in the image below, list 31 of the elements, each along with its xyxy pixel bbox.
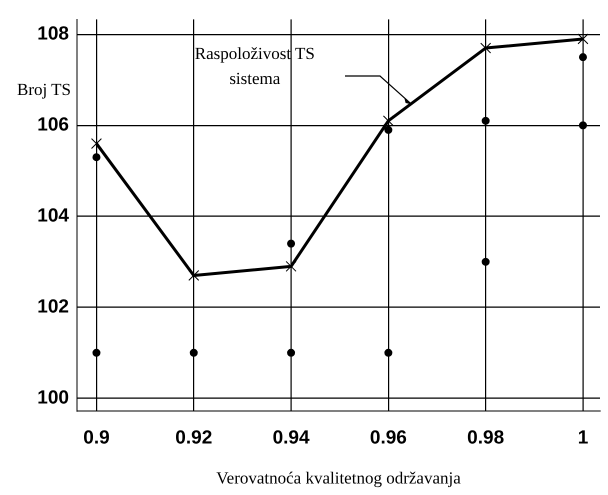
point: [92, 348, 100, 357]
x-tick-label: 0.94: [272, 428, 310, 449]
point: [578, 53, 587, 62]
y-tick-label: 106: [37, 114, 69, 136]
y-tick-label: 104: [37, 206, 70, 227]
point: [578, 34, 588, 44]
point: [91, 138, 102, 150]
x-tick-label: 0.9: [83, 428, 110, 449]
x-tick-label: 1: [578, 428, 589, 449]
point: [286, 260, 297, 272]
point: [190, 348, 198, 357]
y-axis-title: Broj TS: [16, 80, 71, 99]
point: [482, 116, 490, 125]
point: [382, 115, 394, 126]
y-tick-label: 102: [37, 296, 69, 318]
point: [482, 258, 490, 266]
point: [384, 348, 392, 357]
point: [480, 42, 492, 54]
point: [578, 121, 587, 130]
text: Raspoloživost TS sistema: [194, 44, 315, 88]
x-tick-label: 0.96: [370, 428, 407, 449]
point: [92, 153, 100, 162]
y-tick-label: 100: [37, 388, 69, 408]
x-tick-label: 0.92: [175, 428, 212, 449]
y-tick-label: 108: [37, 24, 69, 45]
point: [384, 126, 392, 134]
point: [287, 240, 296, 248]
x-tick-label: 0.98: [467, 428, 504, 449]
point: [287, 348, 296, 357]
x-axis-title: Verovatnoća kvalitetnog održavanja: [216, 468, 462, 488]
point: [188, 270, 200, 281]
